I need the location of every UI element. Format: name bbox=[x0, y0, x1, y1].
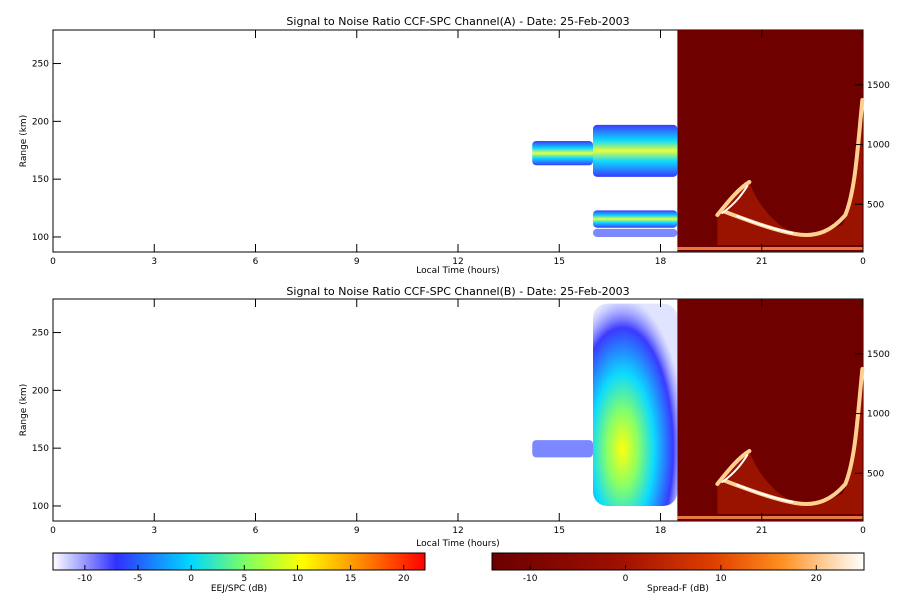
spread-f-plume-glow bbox=[717, 100, 863, 245]
panel-title: Signal to Noise Ratio CCF-SPC Channel(A)… bbox=[286, 15, 629, 28]
y-tick-label: 250 bbox=[32, 329, 49, 339]
colorbar-label: Spread-F (dB) bbox=[647, 584, 709, 594]
colorbar-tick-label: 5 bbox=[241, 574, 247, 584]
right-y-tick-label: 1500 bbox=[867, 81, 890, 91]
eej-echo-region bbox=[593, 303, 678, 506]
spread-f-background bbox=[677, 299, 863, 521]
colorbar-tick-label: 20 bbox=[811, 574, 823, 584]
x-tick-label: 0 bbox=[50, 526, 56, 536]
x-tick-label: 21 bbox=[756, 257, 767, 267]
colorbar-tick-label: -5 bbox=[134, 574, 143, 584]
y-axis-label: Range (km) bbox=[19, 384, 29, 436]
eej-echo-region bbox=[593, 210, 678, 228]
y-tick-label: 200 bbox=[32, 386, 49, 396]
eej-echo-region bbox=[593, 228, 678, 237]
colorbar-label: EEJ/SPC (dB) bbox=[211, 584, 267, 594]
x-tick-label: 18 bbox=[655, 257, 667, 267]
x-axis-label: Local Time (hours) bbox=[416, 539, 499, 549]
colorbar-tick-label: 20 bbox=[398, 574, 410, 584]
x-tick-label: 3 bbox=[151, 526, 157, 536]
x-tick-label: 15 bbox=[554, 526, 565, 536]
right-y-tick-label: 1000 bbox=[867, 410, 890, 420]
colorbar-tick-label: 10 bbox=[715, 574, 727, 584]
eej-echo-region bbox=[532, 141, 593, 166]
colorbar-gradient bbox=[491, 552, 865, 571]
panel-channel-b: Signal to Noise Ratio CCF-SPC Channel(B)… bbox=[19, 285, 890, 549]
x-tick-label: 0 bbox=[860, 526, 866, 536]
colorbar-ticks: -10 -5 0 5 10 15 20 bbox=[78, 565, 410, 584]
colorbar-tick-label: 0 bbox=[623, 574, 629, 584]
eej-echoes bbox=[532, 303, 678, 506]
eej-echoes bbox=[532, 124, 678, 237]
colorbar-tick-label: 0 bbox=[188, 574, 194, 584]
spread-f-background bbox=[677, 30, 863, 252]
spread-f-floor bbox=[677, 516, 863, 519]
x-tick-label: 0 bbox=[50, 257, 56, 267]
x-tick-label: 15 bbox=[554, 257, 565, 267]
spread-f-plume-core bbox=[721, 454, 794, 503]
eej-echo-region bbox=[532, 440, 593, 458]
colorbar-ticks: -10 0 10 20 bbox=[523, 565, 823, 584]
colorbar-spread-f: -10 0 10 20 Spread-F (dB) bbox=[491, 552, 865, 594]
colorbar-tick-label: -10 bbox=[523, 574, 538, 584]
x-tick-label: 21 bbox=[756, 526, 767, 536]
spread-f-region bbox=[677, 30, 865, 252]
y-axis-label: Range (km) bbox=[19, 115, 29, 167]
x-tick-label: 6 bbox=[253, 526, 259, 536]
colorbar-tick-label: 15 bbox=[345, 574, 356, 584]
x-tick-label: 9 bbox=[354, 526, 360, 536]
colorbar-gradient bbox=[52, 552, 426, 571]
y-tick-label: 250 bbox=[32, 60, 49, 70]
colorbar-tick-label: 10 bbox=[292, 574, 304, 584]
right-y-tick-label: 500 bbox=[867, 200, 884, 210]
y-tick-label: 100 bbox=[32, 502, 49, 512]
spread-f-plume-core bbox=[721, 185, 794, 234]
right-y-tick-label: 500 bbox=[867, 469, 884, 479]
right-y-tick-label: 1000 bbox=[867, 141, 890, 151]
x-tick-label: 0 bbox=[860, 257, 866, 267]
colorbar-tick-label: -10 bbox=[78, 574, 93, 584]
right-y-tick-label: 1500 bbox=[867, 350, 890, 360]
x-tick-label: 6 bbox=[253, 257, 259, 267]
x-tick-label: 12 bbox=[452, 257, 463, 267]
x-axis-label: Local Time (hours) bbox=[416, 266, 499, 276]
spread-f-plume-glow bbox=[717, 369, 863, 514]
spread-f-floor bbox=[677, 247, 863, 250]
x-tick-label: 9 bbox=[354, 257, 360, 267]
eej-echo-region bbox=[593, 124, 678, 177]
x-tick-label: 3 bbox=[151, 257, 157, 267]
x-tick-label: 18 bbox=[655, 526, 667, 536]
y-tick-label: 200 bbox=[32, 117, 49, 127]
x-tick-label: 12 bbox=[452, 526, 463, 536]
axes: 100 150 200 250 500 1000 1500 0 3 6 9 12 15 18 21 0 bbox=[32, 299, 890, 536]
y-tick-label: 100 bbox=[32, 233, 49, 243]
y-tick-label: 150 bbox=[32, 444, 49, 454]
panel-channel-a: Signal to Noise Ratio CCF-SPC Channel(A)… bbox=[19, 15, 890, 276]
y-tick-label: 150 bbox=[32, 175, 49, 185]
axes: 100 150 200 250 500 1000 1500 0 3 6 9 12 15 18 21 0 bbox=[32, 30, 890, 267]
spread-f-region bbox=[677, 299, 865, 521]
colorbar-eej: -10 -5 0 5 10 15 20 EEJ/SPC (dB) bbox=[52, 552, 426, 594]
panel-title: Signal to Noise Ratio CCF-SPC Channel(B)… bbox=[286, 285, 629, 298]
